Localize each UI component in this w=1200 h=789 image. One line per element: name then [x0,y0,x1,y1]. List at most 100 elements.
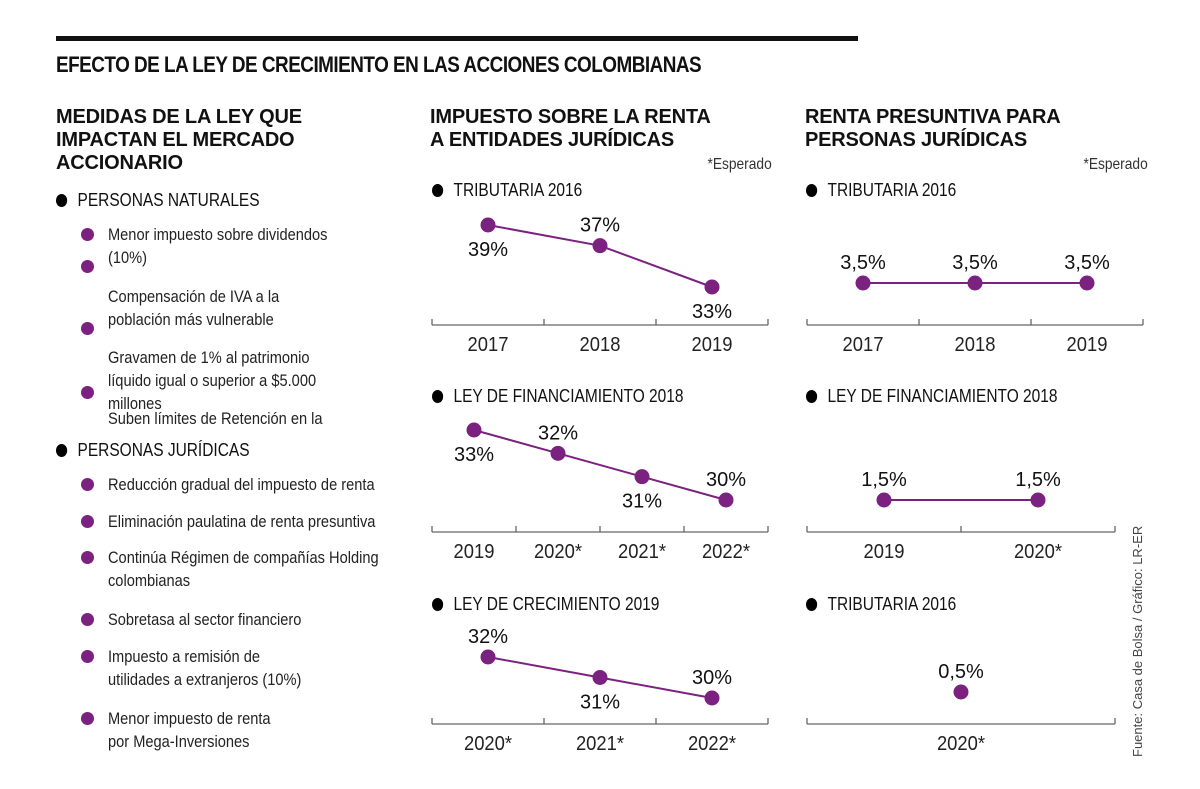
item-text: Reducción gradual del impuesto de renta [108,475,375,494]
list-item: Gravamen de 1% al patrimonio líquido igu… [81,346,388,415]
middle-title-line: A ENTIDADES JURÍDICAS [430,129,674,151]
data-point [1030,492,1046,508]
right-column-title: RENTA PRESUNTIVA PARA PERSONAS JURÍDICAS [805,106,1061,152]
right-title-line: RENTA PRESUNTIVA PARA [805,106,1061,128]
x-tick-label: 2019 [864,541,905,563]
x-tick-label: 2022* [688,733,737,755]
chart-title-text: TRIBUTARIA 2016 [827,594,957,614]
expected-note: *Esperado [707,156,772,173]
bullet-icon [806,598,818,611]
source-credit: Fuente: Casa de Bolsa / Gráfico: LR-ER [1130,525,1145,757]
bullet-icon [806,390,818,403]
bullet-icon [432,390,444,403]
data-label: 3,5% [840,252,886,274]
purple-bullet-icon [81,228,94,241]
chart-title-text: TRIBUTARIA 2016 [827,180,957,200]
x-tick-label: 2018 [955,334,996,356]
data-point [550,445,566,461]
data-point [953,684,969,700]
x-tick-label: 2021* [618,541,667,563]
data-label: 3,5% [1064,252,1110,274]
item-text: Suben límites de Retención en la [108,409,323,428]
purple-bullet-icon [81,322,94,335]
list-item: Reducción gradual del impuesto de renta [81,473,418,496]
item-text: Continúa Régimen de compañías Holding co… [108,548,379,590]
data-point [855,275,871,291]
purple-bullet-icon [81,613,94,626]
x-tick-label: 2017 [468,334,509,356]
data-point [592,238,608,254]
bullet-icon [432,184,444,197]
list-item: Eliminación paulatina de renta presuntiv… [81,510,419,533]
item-text: Eliminación paulatina de renta presuntiv… [108,512,376,531]
chart-title: LEY DE FINANCIAMIENTO 2018 [432,386,683,407]
data-label: 33% [454,444,494,466]
left-column-title: MEDIDAS DE LA LEY QUE IMPACTAN EL MERCAD… [56,106,302,175]
purple-bullet-icon [81,386,94,399]
x-tick-label: 2019 [1067,334,1108,356]
x-tick-label: 2020* [464,733,513,755]
list-item: Impuesto a remisión de utilidades a extr… [81,645,353,691]
data-label: 31% [622,491,662,513]
list-item: Menor impuesto de renta por Mega-Inversi… [81,707,318,753]
x-tick-label: 2020* [534,541,583,563]
x-tick-label: 2019 [454,541,495,563]
group-label: PERSONAS NATURALES [77,190,260,210]
left-title-line: ACCIONARIO [56,152,183,174]
item-text: Menor impuesto sobre dividendos (10%) [108,225,328,267]
list-item: Compensación de IVA a la población más v… [81,285,368,335]
data-label: 30% [692,667,732,689]
list-item: Continúa Régimen de compañías Holding co… [81,546,438,592]
group-label: PERSONAS JURÍDICAS [77,440,250,460]
series-line [473,429,727,501]
data-label: 0,5% [938,661,984,683]
data-point [704,279,720,295]
data-point [480,217,496,233]
chart-title: TRIBUTARIA 2016 [806,180,956,201]
left-title-line: MEDIDAS DE LA LEY QUE [56,106,302,128]
data-point [592,670,608,685]
data-label: 31% [580,692,620,714]
expected-note: *Esperado [1083,156,1148,173]
chart-title: LEY DE FINANCIAMIENTO 2018 [806,386,1057,407]
item-text: Sobretasa al sector financiero [108,610,302,629]
chart-title-text: LEY DE FINANCIAMIENTO 2018 [453,386,684,406]
data-point [967,275,983,291]
x-tick-label: 2018 [580,334,621,356]
purple-bullet-icon [81,260,94,273]
x-tick-label: 2022* [702,541,751,563]
data-label: 37% [580,215,620,237]
bullet-icon [56,444,68,457]
data-label: 32% [468,626,508,648]
data-label: 3,5% [952,252,998,274]
x-tick-label: 2019 [692,334,733,356]
group-header-personas-naturales: PERSONAS NATURALES [56,190,260,211]
chart-title: LEY DE CRECIMIENTO 2019 [432,594,659,615]
data-point [634,469,650,485]
x-tick-label: 2020* [937,733,986,755]
data-label: 33% [692,301,732,323]
item-text: Gravamen de 1% al patrimonio líquido igu… [108,348,317,413]
x-tick-label: 2017 [843,334,884,356]
bullet-icon [806,184,818,197]
x-tick-label: 2020* [1014,541,1063,563]
list-item: Sobretasa al sector financiero [81,608,333,631]
item-text: Compensación de IVA a la población más v… [108,287,280,329]
data-point [718,492,734,508]
list-item: Menor impuesto sobre dividendos (10%) [81,223,368,273]
main-title: EFECTO DE LA LEY DE CRECIMIENTO EN LAS A… [56,52,702,77]
data-point [876,492,892,508]
data-point [1079,275,1095,291]
purple-bullet-icon [81,650,94,663]
chart-title: TRIBUTARIA 2016 [806,594,956,615]
list-item: Suben límites de Retención en la [108,407,358,430]
data-label: 39% [468,239,508,261]
middle-title-line: IMPUESTO SOBRE LA RENTA [430,106,711,128]
data-label: 1,5% [1015,469,1061,491]
left-title-line: IMPACTAN EL MERCADO [56,129,295,151]
